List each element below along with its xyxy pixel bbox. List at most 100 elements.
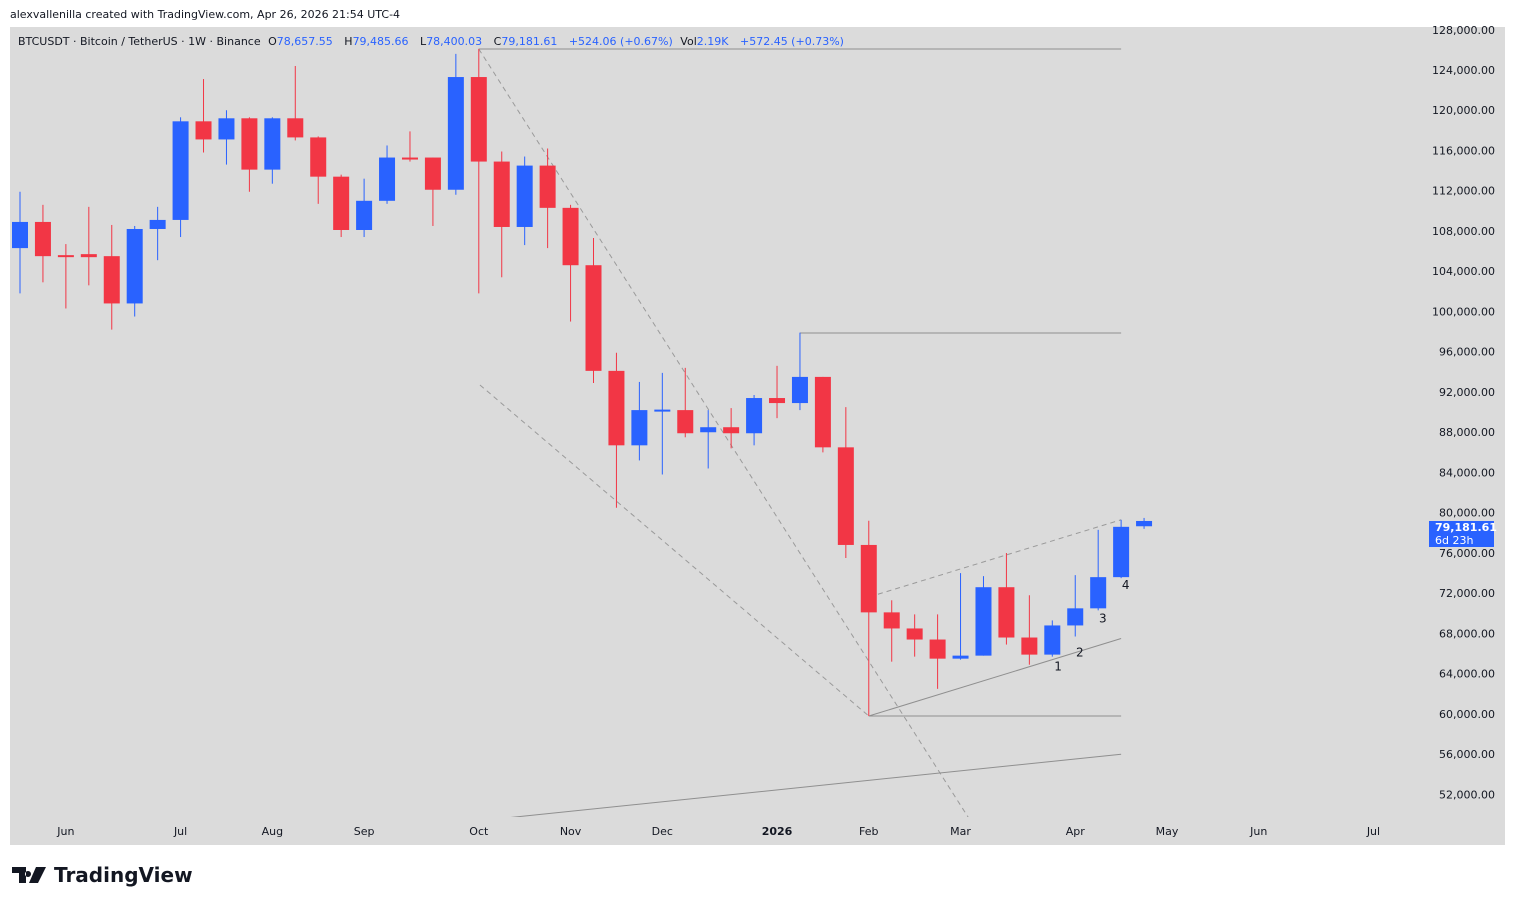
candle-down xyxy=(57,255,74,258)
chart-pane[interactable] xyxy=(10,27,1505,845)
wave-label: 1 xyxy=(1054,660,1062,674)
price-axis-label: 72,000.00 xyxy=(1439,587,1495,600)
time-axis-label: Jun xyxy=(1249,825,1267,838)
candle-down xyxy=(80,254,97,258)
time-axis-label: Mar xyxy=(950,825,971,838)
price-axis-label: 104,000.00 xyxy=(1432,265,1495,278)
time-axis-label: Sep xyxy=(354,825,375,838)
candle-up xyxy=(654,409,671,412)
trendline-line xyxy=(868,638,1122,717)
time-axis-label: Nov xyxy=(560,825,582,838)
volume-value: 2.19K xyxy=(696,35,729,48)
price-axis-label: 112,000.00 xyxy=(1432,185,1495,198)
volume-change: +572.45 (+0.73%) xyxy=(739,35,844,48)
open-value: 78,657.55 xyxy=(276,35,333,48)
wave-label: 4 xyxy=(1122,578,1130,592)
candle-up xyxy=(952,655,969,659)
high-value: 79,485.66 xyxy=(352,35,409,48)
candle-down xyxy=(585,265,602,371)
trendline-dashed xyxy=(479,384,870,717)
chart-credit: alexvallenilla created with TradingView.… xyxy=(10,8,401,21)
candle-down xyxy=(562,207,579,266)
last-price-tag: 79,181.61 6d 23h xyxy=(1429,521,1497,547)
candle-up xyxy=(379,157,396,201)
price-axis-label: 80,000.00 xyxy=(1439,507,1495,520)
candle-down xyxy=(195,121,212,140)
candle-up xyxy=(126,228,143,304)
time-axis-label: Jul xyxy=(173,825,187,838)
candle-up xyxy=(516,165,533,227)
candle-down xyxy=(769,398,786,404)
high-label: H xyxy=(344,35,353,48)
symbol-legend: BTCUSDT · Bitcoin / TetherUS · 1W · Bina… xyxy=(18,35,848,48)
candle-up xyxy=(631,410,648,446)
price-axis-label: 60,000.00 xyxy=(1439,708,1495,721)
candle-down xyxy=(401,157,418,160)
candle-down xyxy=(241,118,258,170)
wave-label: 3 xyxy=(1099,611,1107,625)
candle-down xyxy=(860,544,877,613)
candle-down xyxy=(1021,637,1038,655)
price-axis-label: 128,000.00 xyxy=(1432,24,1495,37)
candle-up xyxy=(1090,577,1107,609)
time-axis-label: Feb xyxy=(859,825,878,838)
candle-down xyxy=(333,176,350,230)
candle-down xyxy=(608,370,625,446)
close-value: 79,181.61 xyxy=(501,35,558,48)
candle-down xyxy=(906,628,923,640)
trendline-dashed xyxy=(877,519,1122,595)
bar-countdown: 6d 23h xyxy=(1435,534,1474,547)
candle-up xyxy=(172,121,189,220)
tradingview-logo[interactable]: TradingView xyxy=(12,863,193,887)
candle-down xyxy=(470,77,487,162)
price-axis-label: 88,000.00 xyxy=(1439,426,1495,439)
wave-label: 2 xyxy=(1076,646,1084,660)
candle-up xyxy=(1136,520,1153,527)
candle-up xyxy=(12,221,28,249)
time-axis-label: Oct xyxy=(469,825,489,838)
trendline-dashed xyxy=(478,48,969,817)
low-value: 78,400.03 xyxy=(426,35,483,48)
price-axis-label: 116,000.00 xyxy=(1432,144,1495,157)
brand-name: TradingView xyxy=(54,863,193,887)
candle-up xyxy=(447,77,464,190)
price-axis-label: 108,000.00 xyxy=(1432,225,1495,238)
last-price: 79,181.61 xyxy=(1435,521,1497,534)
time-axis-label: Aug xyxy=(262,825,283,838)
price-axis-label: 124,000.00 xyxy=(1432,64,1495,77)
candle-up xyxy=(1067,608,1084,626)
candle-up xyxy=(791,376,808,404)
candle-down xyxy=(883,612,900,629)
price-axis-label: 84,000.00 xyxy=(1439,466,1495,479)
time-axis-label: Dec xyxy=(652,825,673,838)
candle-up xyxy=(149,219,166,229)
candle-up xyxy=(356,200,373,230)
price-axis-label: 64,000.00 xyxy=(1439,668,1495,681)
price-axis-label: 56,000.00 xyxy=(1439,748,1495,761)
candle-down xyxy=(929,639,946,659)
time-axis-label: 2026 xyxy=(762,825,793,838)
tradingview-logo-icon xyxy=(12,867,46,883)
candle-down xyxy=(677,410,694,434)
price-axis-label: 100,000.00 xyxy=(1432,305,1495,318)
price-axis-label: 92,000.00 xyxy=(1439,386,1495,399)
candle-down xyxy=(814,376,831,448)
candle-down xyxy=(723,427,740,434)
candle-down xyxy=(103,256,120,304)
price-axis-label: 120,000.00 xyxy=(1432,104,1495,117)
change-value: +524.06 (+0.67%) xyxy=(568,35,673,48)
candle-up xyxy=(1113,526,1130,578)
candle-up xyxy=(264,118,281,170)
time-axis-label: Apr xyxy=(1066,825,1086,838)
symbol-info[interactable]: BTCUSDT · Bitcoin / TetherUS · 1W · Bina… xyxy=(18,35,261,48)
candle-down xyxy=(424,157,441,190)
candle-down xyxy=(34,221,51,257)
price-axis-label: 68,000.00 xyxy=(1439,627,1495,640)
candle-down xyxy=(493,161,510,227)
time-axis-label: May xyxy=(1156,825,1179,838)
candle-up xyxy=(700,427,717,433)
candle-down xyxy=(287,118,304,138)
trendline-line xyxy=(510,753,1122,817)
price-axis-label: 52,000.00 xyxy=(1439,788,1495,801)
